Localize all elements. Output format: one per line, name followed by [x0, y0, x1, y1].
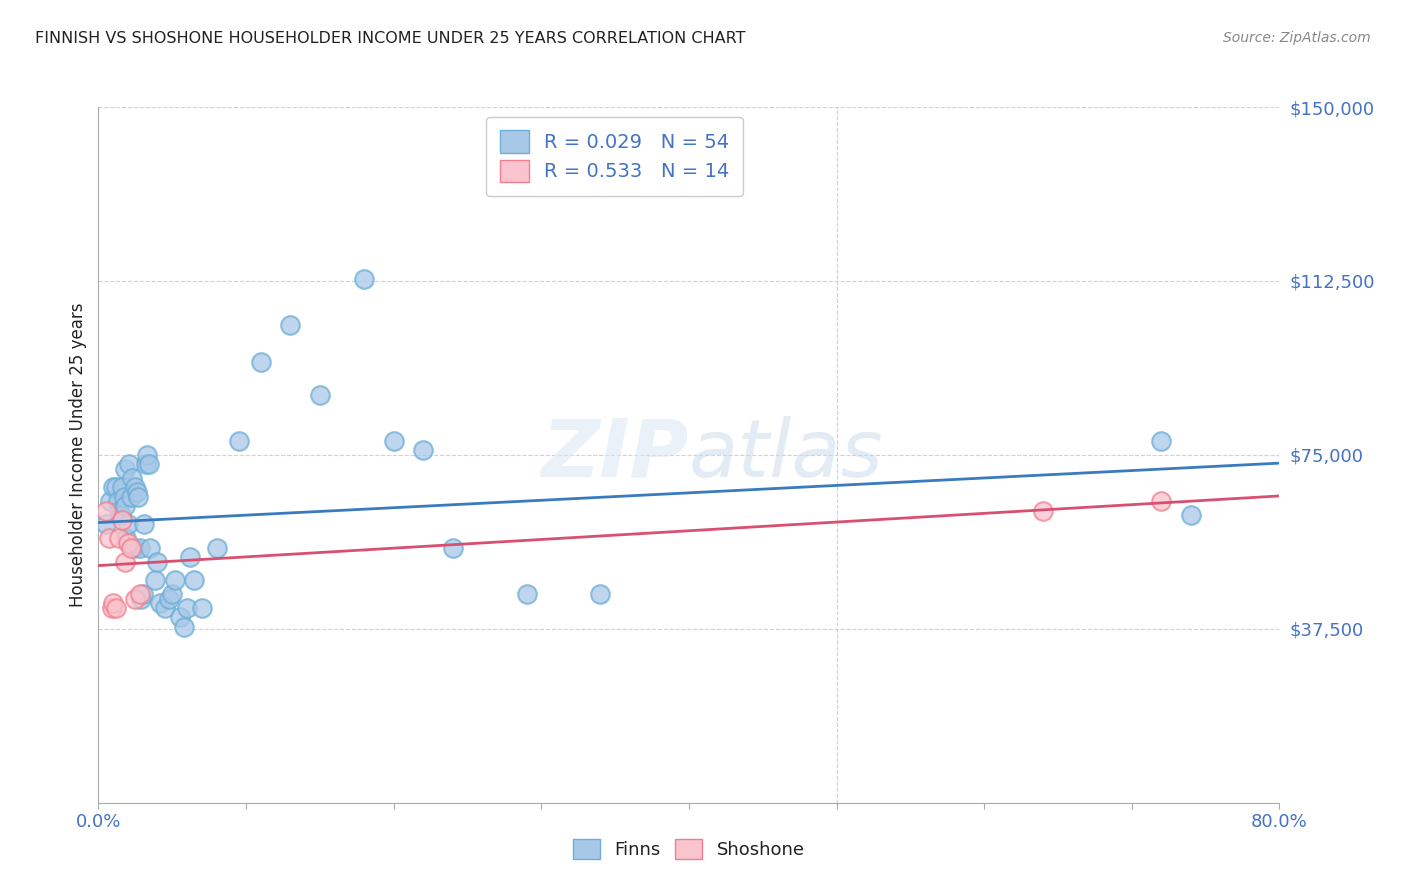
Point [103, 480, 125, 494]
Point [128, 541, 150, 555]
Point [100, 601, 122, 615]
Point [1150, 494, 1173, 508]
Point [309, 387, 332, 401]
Point [353, 271, 375, 285]
Y-axis label: Householder Income Under 25 years: Householder Income Under 25 years [69, 302, 87, 607]
Point [105, 480, 128, 494]
Point [169, 610, 191, 624]
Point [250, 355, 273, 369]
Point [1032, 503, 1054, 517]
Legend: Finns, Shoshone: Finns, Shoshone [562, 828, 815, 871]
Point [153, 601, 176, 615]
Point [278, 318, 302, 332]
Point [124, 480, 146, 494]
Point [205, 541, 228, 555]
Point [146, 555, 169, 569]
Point [114, 462, 136, 476]
Point [98, 494, 121, 508]
Point [117, 536, 139, 550]
Point [143, 573, 166, 587]
Point [107, 494, 129, 508]
Point [183, 573, 205, 587]
Point [94, 517, 117, 532]
Point [165, 573, 187, 587]
Point [1180, 508, 1202, 523]
Point [127, 490, 149, 504]
Point [162, 587, 183, 601]
Text: ZIP: ZIP [541, 416, 689, 494]
Point [176, 601, 198, 615]
Point [114, 499, 136, 513]
Point [97, 532, 120, 546]
Point [110, 508, 132, 523]
Text: Source: ZipAtlas.com: Source: ZipAtlas.com [1223, 31, 1371, 45]
Point [120, 490, 142, 504]
Point [121, 471, 143, 485]
Point [108, 503, 131, 517]
Point [382, 434, 405, 448]
Point [118, 457, 141, 471]
Point [129, 591, 152, 606]
Point [191, 601, 214, 615]
Point [105, 601, 128, 615]
Point [94, 503, 117, 517]
Point [157, 591, 180, 606]
Point [136, 448, 159, 462]
Point [132, 587, 155, 601]
Point [128, 587, 150, 601]
Point [179, 549, 201, 564]
Point [139, 541, 162, 555]
Text: FINNISH VS SHOSHONE HOUSEHOLDER INCOME UNDER 25 YEARS CORRELATION CHART: FINNISH VS SHOSHONE HOUSEHOLDER INCOME U… [35, 31, 745, 46]
Point [515, 587, 537, 601]
Point [103, 596, 125, 610]
Point [1150, 434, 1173, 448]
Point [138, 457, 160, 471]
Point [117, 517, 139, 532]
Point [120, 541, 142, 555]
Point [114, 555, 136, 569]
Point [124, 591, 146, 606]
Point [115, 532, 138, 546]
Point [173, 619, 195, 633]
Point [228, 434, 250, 448]
Point [412, 443, 434, 458]
Point [589, 587, 612, 601]
Point [112, 490, 135, 504]
Point [134, 517, 156, 532]
Point [125, 485, 148, 500]
Point [111, 513, 134, 527]
Point [108, 532, 131, 546]
Point [111, 480, 134, 494]
Point [122, 541, 145, 555]
Point [441, 541, 464, 555]
Point [149, 596, 172, 610]
Point [135, 457, 157, 471]
Text: atlas: atlas [689, 416, 884, 494]
